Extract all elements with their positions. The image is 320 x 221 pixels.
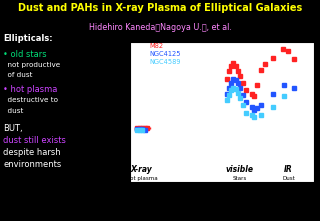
Text: Dust and PAHs in X-ray Plasma of Elliptical Galaxies: Dust and PAHs in X-ray Plasma of Ellipti…	[18, 3, 302, 13]
Text: Stars: Stars	[233, 176, 247, 181]
Text: X-ray: X-ray	[131, 165, 152, 174]
Text: IR: IR	[284, 165, 293, 174]
Text: Hidehiro Kaneda（Nagoya U.）, et al.: Hidehiro Kaneda（Nagoya U.）, et al.	[89, 23, 231, 32]
Text: dust: dust	[3, 108, 24, 114]
Text: • hot plasma: • hot plasma	[3, 85, 58, 94]
Text: dust still exists: dust still exists	[3, 136, 66, 145]
Text: NGC4589: NGC4589	[149, 59, 181, 65]
Text: M82: M82	[149, 43, 163, 49]
Text: not productive: not productive	[3, 62, 60, 68]
Y-axis label: νLν  (L☉): νLν (L☉)	[104, 97, 110, 127]
Text: despite harsh: despite harsh	[3, 148, 61, 157]
Text: visible: visible	[226, 165, 254, 174]
Text: BUT,: BUT,	[3, 124, 23, 133]
Text: Hot plasma: Hot plasma	[126, 176, 157, 181]
Text: Ellipticals:: Ellipticals:	[3, 34, 53, 43]
Text: Dust: Dust	[282, 176, 295, 181]
Text: of dust: of dust	[3, 72, 33, 78]
Text: destructive to: destructive to	[3, 97, 58, 103]
Text: • old stars: • old stars	[3, 50, 47, 59]
Text: NGC4125: NGC4125	[149, 51, 181, 57]
Text: environments: environments	[3, 160, 61, 169]
X-axis label: Wavelength (μm): Wavelength (μm)	[193, 197, 251, 204]
